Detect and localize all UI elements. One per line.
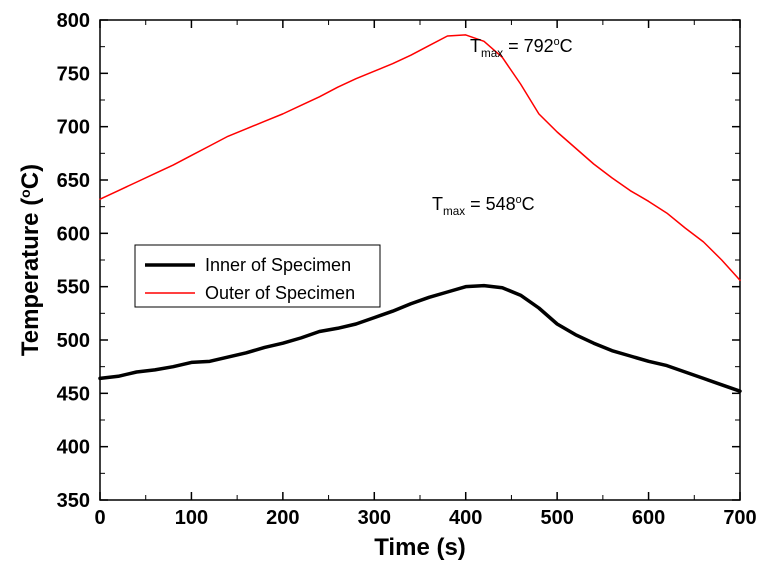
x-tick-label: 300 — [358, 507, 391, 529]
y-tick-label: 650 — [57, 170, 90, 192]
x-axis-title: Time (s) — [374, 534, 466, 561]
x-tick-label: 400 — [449, 507, 482, 529]
y-tick-label: 350 — [57, 490, 90, 512]
y-tick-label: 450 — [57, 383, 90, 405]
x-tick-label: 0 — [94, 507, 105, 529]
y-tick-label: 550 — [57, 277, 90, 299]
x-tick-label: 700 — [723, 507, 756, 529]
x-tick-label: 500 — [540, 507, 573, 529]
x-tick-label: 100 — [175, 507, 208, 529]
legend-label-0: Inner of Specimen — [205, 255, 351, 275]
x-tick-label: 600 — [632, 507, 665, 529]
x-tick-label: 200 — [266, 507, 299, 529]
y-tick-label: 700 — [57, 117, 90, 139]
y-tick-label: 750 — [57, 63, 90, 85]
temperature-time-chart: 0 100 200 300 400 500 600 700 350 400 450 500 550 600… — [0, 0, 772, 577]
y-tick-label: 800 — [57, 10, 90, 32]
y-tick-label: 500 — [57, 330, 90, 352]
legend-label-1: Outer of Specimen — [205, 283, 355, 303]
y-tick-label: 400 — [57, 437, 90, 459]
y-tick-label: 600 — [57, 223, 90, 245]
